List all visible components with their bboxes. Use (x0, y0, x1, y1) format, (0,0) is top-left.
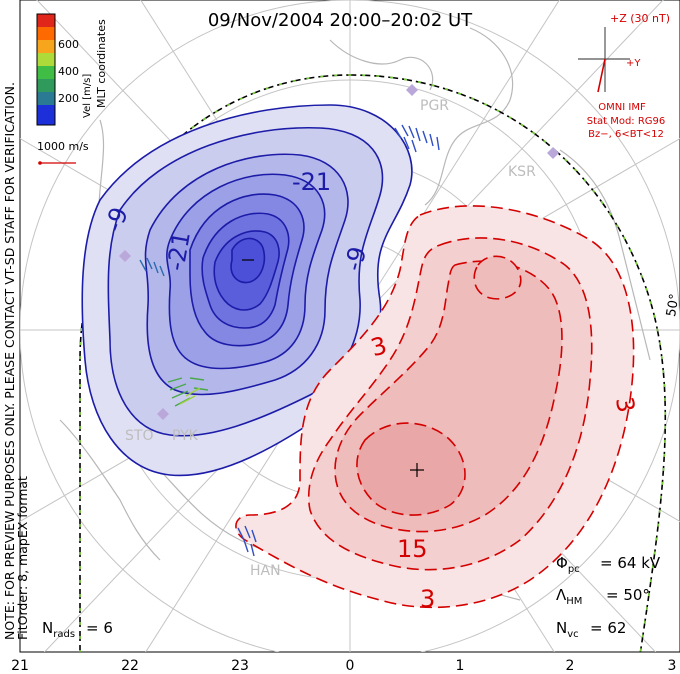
station-markers (119, 84, 559, 420)
velocity-vectors (139, 124, 440, 557)
station-label: KSR (508, 164, 536, 180)
latitude-label: 50° (664, 293, 680, 318)
contour-label-pos: 15 (397, 535, 428, 563)
station-label: PGR (420, 98, 449, 114)
preview-note: NOTE: FOR PREVIEW PURPOSES ONLY. PLEASE … (2, 82, 30, 640)
mlt-tick: 21 (11, 658, 29, 674)
imf-source: OMNI IMF (598, 102, 646, 113)
contour-label-pos: 3 (420, 585, 435, 613)
phi-pc-value: = 64 kV (600, 554, 661, 572)
mlt-tick: 23 (231, 658, 249, 674)
contour-label-pos: 3 (610, 395, 640, 415)
mlt-axis: 21 22 23 0 1 2 3 (11, 658, 676, 674)
colorbar-tick: 600 (58, 38, 79, 51)
mlt-tick: 2 (566, 658, 575, 674)
dawn-convection-cell (235, 205, 635, 609)
contour-pos-4 (356, 422, 466, 516)
scale-vector: 1000 m/s (37, 140, 89, 165)
imf-y-label: +Y (626, 58, 641, 69)
imf-model: Stat Mod: RG96 (587, 116, 666, 127)
imf-dial: +Z (30 nT) +Y OMNI IMF Stat Mod: RG96 Bz… (578, 12, 670, 140)
note-line1: NOTE: FOR PREVIEW PURPOSES ONLY. PLEASE … (2, 82, 17, 640)
colorbar-tick: 200 (58, 92, 79, 105)
colorbar-label: Vel [m/s] (82, 74, 93, 118)
colorbar-tick: 400 (58, 65, 79, 78)
map-title: 09/Nov/2004 20:00–20:02 UT (208, 10, 473, 31)
mlt-tick: 1 (456, 658, 465, 674)
imf-z-label: +Z (30 nT) (610, 12, 670, 25)
mlt-tick: 0 (346, 658, 355, 674)
contour-label-neg: -21 (162, 229, 196, 272)
lambda-hm-value: = 50° (606, 586, 650, 604)
imf-model-range: Bz−, 6<BT<12 (588, 129, 664, 140)
n-rads-value: = 6 (86, 619, 113, 637)
scale-vector-label: 1000 m/s (37, 140, 89, 153)
coordinate-label: MLT coordinates (95, 19, 108, 108)
mlt-tick: 22 (121, 658, 139, 674)
station-label: STO (125, 428, 153, 444)
contour-pos-top (473, 255, 522, 300)
station-label: PYK (172, 428, 199, 444)
map-statistics: Φpc = 64 kV ΛHM = 50° Nvc = 62 Nrads = 6 (42, 554, 661, 640)
note-line2: FitOrder: 8, mapEX format (15, 476, 30, 640)
radar-stations: PGR KSR STO PYK HAN (125, 98, 536, 579)
contour-label-pos: 3 (368, 331, 390, 362)
mlt-tick: 3 (668, 658, 677, 674)
station-label: HAN (250, 563, 281, 579)
n-vc-value: = 62 (590, 619, 626, 637)
contour-label-neg: -21 (292, 168, 331, 196)
velocity-colorbar: 600 400 200 Vel [m/s] MLT coordinates (36, 13, 108, 126)
